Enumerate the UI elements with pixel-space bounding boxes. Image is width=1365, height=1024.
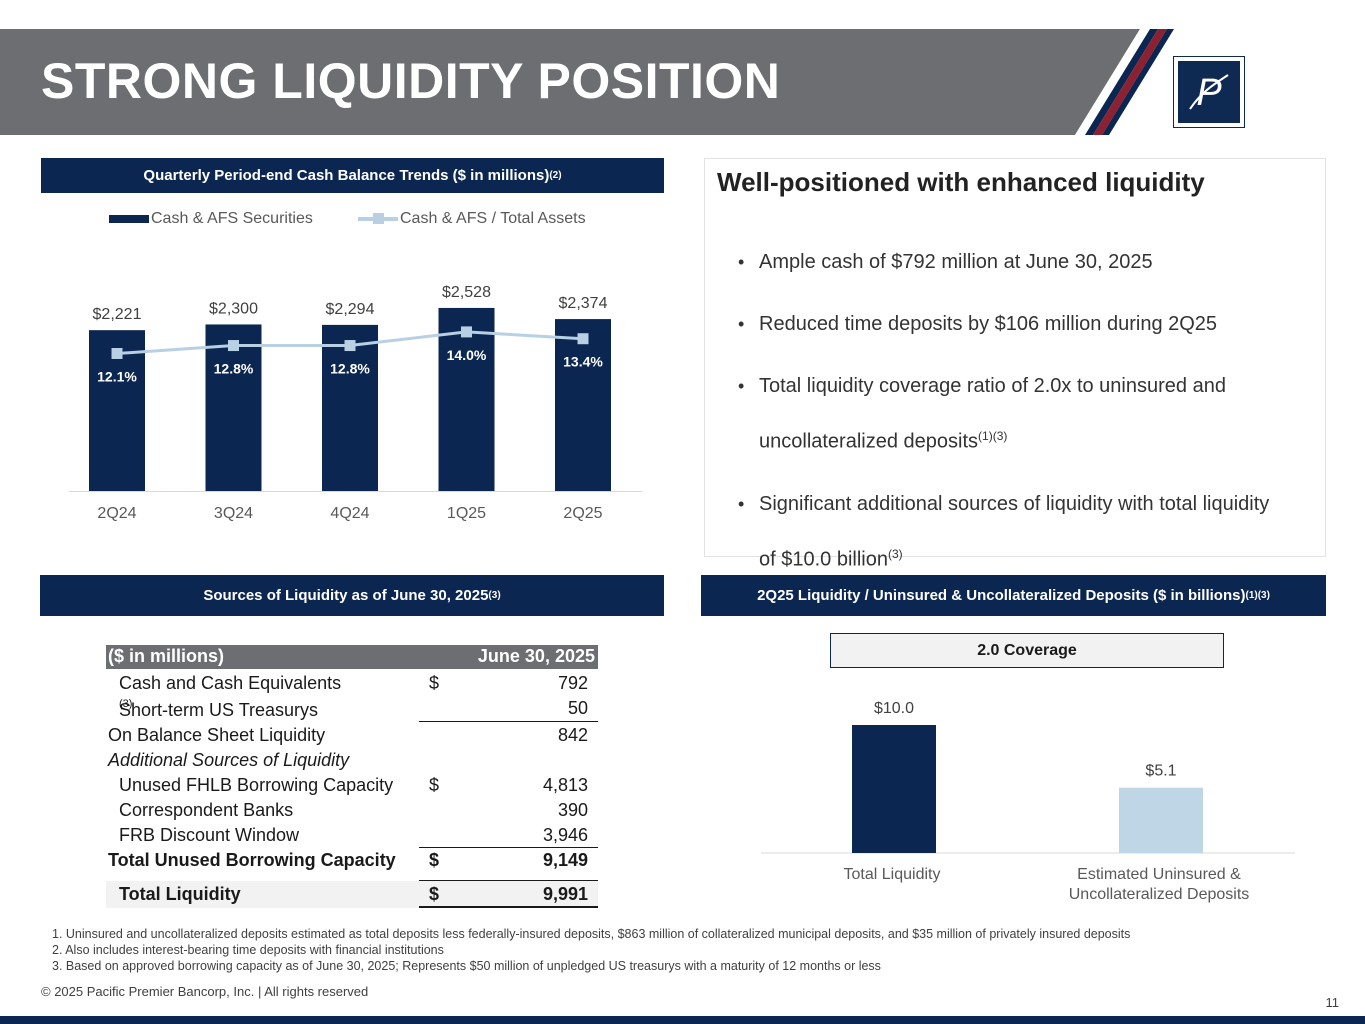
coverage-chart: Total Liquidity Estimated Uninsured & Un… [761, 700, 1295, 903]
table-row: FRB Discount Window 3,946 [119, 825, 588, 845]
ratio-point [111, 348, 123, 359]
ratio-point [577, 333, 589, 345]
table-underline [419, 721, 598, 722]
table-underline [419, 847, 598, 848]
coverage-cat-label: Uncollateralized Deposits [1069, 886, 1250, 903]
page-number: 11 [1325, 995, 1340, 1010]
table-row: Correspondent Banks 390 [119, 800, 588, 820]
table-row: Total Unused Borrowing Capacity $ 9,149 [108, 850, 588, 870]
copyright: © 2025 Pacific Premier Bancorp, Inc. | A… [41, 984, 369, 999]
table-header-row: ($ in millions) June 30, 2025 [106, 645, 598, 669]
bullet-time-deposits: Reduced time deposits by $106 million du… [738, 299, 1308, 349]
footnote: 1. Uninsured and uncollateralized deposi… [52, 927, 1131, 941]
table-row: Unused FHLB Borrowing Capacity $ 4,813 [119, 775, 588, 795]
sources-header: Sources of Liquidity as of June 30, 2025… [40, 575, 664, 616]
footnote: 2. Also includes interest-bearing time d… [52, 943, 444, 957]
legend-line-swatch [358, 213, 398, 224]
coverage-header: 2Q25 Liquidity / Uninsured & Uncollatera… [701, 575, 1326, 616]
coverage-bar [1119, 787, 1203, 853]
ratio-value-label: 12.8% [330, 361, 370, 377]
table-header-label: ($ in millions) [108, 646, 225, 666]
cash-trends-footnote-ref: (2) [549, 170, 562, 181]
ratio-value-label: 12.1% [97, 369, 137, 385]
legend-line-entry: Cash & AFS / Total Assets [358, 210, 586, 228]
footnote: 3. Based on approved borrowing capacity … [52, 959, 881, 973]
table-row: Additional Sources of Liquidity [108, 750, 350, 770]
table-double-underline [419, 906, 598, 908]
cash-trends-title: Quarterly Period-end Cash Balance Trends… [143, 167, 550, 184]
ratio-point [461, 326, 472, 338]
liquidity-panel-title: Well-positioned with enhanced liquidity [717, 167, 1205, 197]
bullet-ample-cash: Ample cash of $792 million at June 30, 2… [738, 237, 1308, 287]
table-total-row: Total Liquidity $ 9,991 [106, 881, 598, 908]
ratio-point [344, 340, 356, 352]
coverage-value-label: $10.0 [874, 700, 914, 717]
cash-category-label: 2Q24 [97, 505, 136, 522]
ratio-point [228, 340, 239, 352]
table-row: On Balance Sheet Liquidity 842 [108, 725, 588, 745]
table-underline [419, 880, 598, 881]
ratio-value-label: 14.0% [447, 347, 487, 363]
coverage-footnote-ref: (1)(3) [1245, 590, 1270, 601]
coverage-bar [852, 725, 936, 853]
legend-bar-label: Cash & AFS Securities [151, 210, 313, 227]
footnotes: 1. Uninsured and uncollateralized deposi… [52, 926, 1130, 974]
cash-bar-value-label: $2,294 [326, 301, 375, 318]
coverage-value-label: $5.1 [1145, 763, 1176, 780]
cash-bar [555, 319, 611, 491]
cash-trends-chart: $2,221 2Q24 $2,300 3Q24 $2,294 4Q24 $2,528 1Q25… [69, 284, 642, 522]
cash-bar-value-label: $2,300 [209, 300, 258, 317]
liquidity-table: ($ in millions) June 30, 2025 Cash and C… [106, 645, 598, 908]
cash-category-label: 3Q24 [214, 505, 253, 522]
ratio-value-label: 12.8% [214, 361, 254, 377]
bullet-coverage-ratio: Total liquidity coverage ratio of 2.0x t… [738, 361, 1308, 467]
legend-line-label: Cash & AFS / Total Assets [400, 210, 586, 227]
footer-bar [0, 1016, 1365, 1024]
legend-bar-entry: Cash & AFS Securities [109, 210, 313, 228]
sources-footnote-ref: (3) [488, 590, 501, 601]
title-banner [0, 29, 1365, 135]
cash-category-label: 4Q24 [330, 505, 369, 522]
company-logo: P [1173, 56, 1245, 128]
banner-background [0, 29, 1174, 135]
coverage-title: 2Q25 Liquidity / Uninsured & Uncollatera… [757, 587, 1246, 604]
cash-bar-value-label: $2,374 [559, 295, 608, 312]
cash-bar [438, 307, 495, 491]
table-row: Cash and Cash Equivalents $ 792 [119, 673, 588, 693]
liquidity-bullets: Ample cash of $792 million at June 30, 2… [738, 237, 1308, 584]
cash-category-label: 1Q25 [447, 505, 486, 522]
legend-bar-swatch [109, 215, 149, 223]
ratio-value-label: 13.4% [563, 354, 603, 370]
bullet-additional-sources: Significant additional sources of liquid… [738, 479, 1308, 585]
svg-text:P: P [1196, 72, 1222, 114]
cash-trends-header: Quarterly Period-end Cash Balance Trends… [41, 158, 664, 193]
coverage-callout: 2.0 Coverage [830, 633, 1224, 668]
cash-category-label: 2Q25 [563, 505, 602, 522]
coverage-cat-label: Total Liquidity [844, 866, 941, 883]
table-header-date: June 30, 2025 [477, 646, 595, 666]
cash-bar [205, 324, 262, 491]
coverage-cat-label: Estimated Uninsured & [1077, 866, 1241, 883]
cash-bar-value-label: $2,528 [442, 284, 491, 301]
pacific-premier-logo-icon: P [1178, 61, 1240, 123]
sources-title: Sources of Liquidity as of June 30, 2025 [203, 587, 489, 604]
table-row: Short-term US Treasurys (3) 50 [119, 698, 588, 720]
page-title: STRONG LIQUIDITY POSITION [41, 53, 781, 109]
cash-bar-value-label: $2,221 [93, 306, 142, 323]
cash-bar [322, 324, 378, 491]
